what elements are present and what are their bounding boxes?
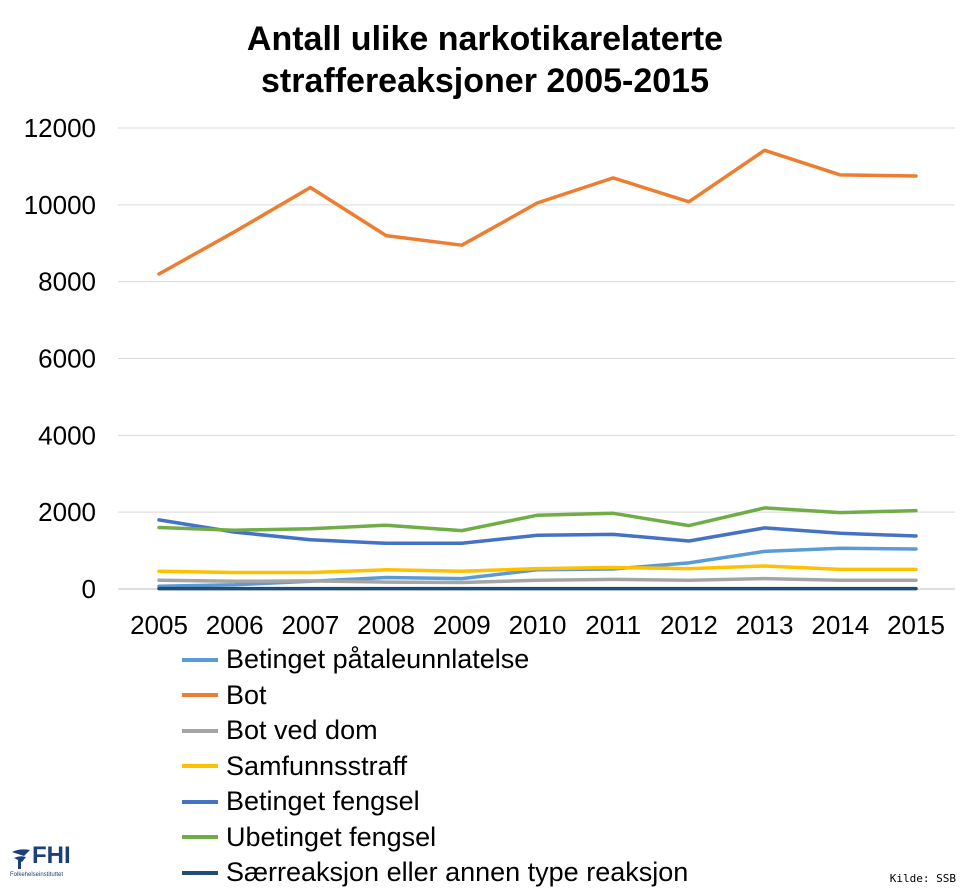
legend-swatch xyxy=(182,657,218,662)
y-tick-label: 8000 xyxy=(38,267,96,297)
x-tick-label: 2009 xyxy=(433,610,491,640)
legend-label: Betinget fengsel xyxy=(226,786,420,817)
y-tick-label: 2000 xyxy=(38,497,96,527)
x-tick-label: 2008 xyxy=(357,610,415,640)
fhi-logo-text: FHI xyxy=(32,842,71,869)
legend-item: Særreaksjon eller annen type reaksjon xyxy=(182,855,688,891)
series-line-5 xyxy=(157,506,918,533)
chart-title: Antall ulike narkotikarelaterte straffer… xyxy=(0,18,970,102)
legend-swatch xyxy=(182,693,218,698)
x-tick-label: 2012 xyxy=(660,610,718,640)
source-note: Kilde: SSB xyxy=(889,872,956,885)
series-line-1 xyxy=(157,148,918,276)
fhi-logo: FHI Folkehelseinstituttet xyxy=(10,842,120,886)
chart-title-line-2: straffereaksjoner 2005-2015 xyxy=(261,62,709,100)
y-tick-label: 0 xyxy=(82,574,96,604)
gridlines xyxy=(118,127,955,590)
legend-swatch xyxy=(182,870,218,875)
x-tick-label: 2005 xyxy=(130,610,188,640)
legend-item: Bot xyxy=(182,678,688,714)
line-chart: 0 2000 4000 6000 8000 10000 12000 2005 2006 2007… xyxy=(24,113,955,640)
x-tick-label: 2014 xyxy=(811,610,869,640)
series-line-3 xyxy=(157,564,918,575)
y-tick-label: 4000 xyxy=(38,420,96,450)
legend-swatch xyxy=(182,728,218,733)
legend-item: Samfunnsstraff xyxy=(182,749,688,785)
x-tick-label: 2013 xyxy=(736,610,794,640)
legend-swatch xyxy=(182,835,218,840)
x-axis-ticks: 2005 2006 2007 2008 2009 2010 2011 2012 2013 2014… xyxy=(130,610,945,640)
y-axis-ticks: 0 2000 4000 6000 8000 10000 12000 xyxy=(24,113,96,604)
legend-label: Ubetinget fengsel xyxy=(226,821,437,852)
x-tick-label: 2015 xyxy=(887,610,945,640)
legend-item: Ubetinget fengsel xyxy=(182,820,688,856)
legend-label: Bot xyxy=(226,679,267,710)
legend-item: Bot ved dom xyxy=(182,713,688,749)
fhi-logo-subtitle: Folkehelseinstituttet xyxy=(10,872,64,878)
legend-label: Særreaksjon eller annen type reaksjon xyxy=(226,857,689,888)
x-tick-label: 2011 xyxy=(585,610,641,640)
legend-label: Betinget påtaleunnlatelse xyxy=(226,644,530,675)
legend-label: Samfunnsstraff xyxy=(226,750,408,781)
y-tick-label: 6000 xyxy=(38,344,96,374)
series-line-4 xyxy=(157,518,918,546)
y-tick-label: 12000 xyxy=(24,113,96,143)
fhi-logo-mark-icon xyxy=(12,849,30,869)
legend-item: Betinget fengsel xyxy=(182,784,688,820)
series-line-2 xyxy=(157,576,918,585)
x-tick-label: 2006 xyxy=(206,610,264,640)
legend: Betinget påtaleunnlatelse Bot Bot ved dom S… xyxy=(182,642,688,891)
legend-swatch xyxy=(182,799,218,804)
series-lines xyxy=(157,148,918,591)
x-tick-label: 2007 xyxy=(281,610,339,640)
legend-swatch xyxy=(182,764,218,769)
legend-item: Betinget påtaleunnlatelse xyxy=(182,642,688,678)
chart-title-line-1: Antall ulike narkotikarelaterte xyxy=(246,20,724,58)
legend-label: Bot ved dom xyxy=(226,715,378,746)
x-tick-label: 2010 xyxy=(509,610,567,640)
y-tick-label: 10000 xyxy=(24,190,96,220)
